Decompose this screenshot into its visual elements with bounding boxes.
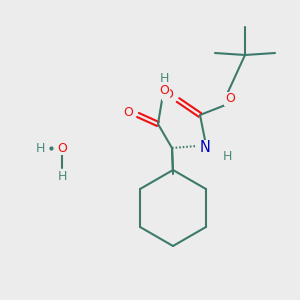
Text: H: H — [222, 149, 232, 163]
Text: H: H — [57, 169, 67, 182]
Text: O: O — [225, 92, 235, 106]
Text: H: H — [35, 142, 45, 154]
Text: H: H — [159, 71, 169, 85]
Text: O: O — [159, 85, 169, 98]
Text: O: O — [163, 88, 173, 100]
Text: O: O — [57, 142, 67, 154]
Text: O: O — [123, 106, 133, 119]
Text: N: N — [200, 140, 210, 155]
